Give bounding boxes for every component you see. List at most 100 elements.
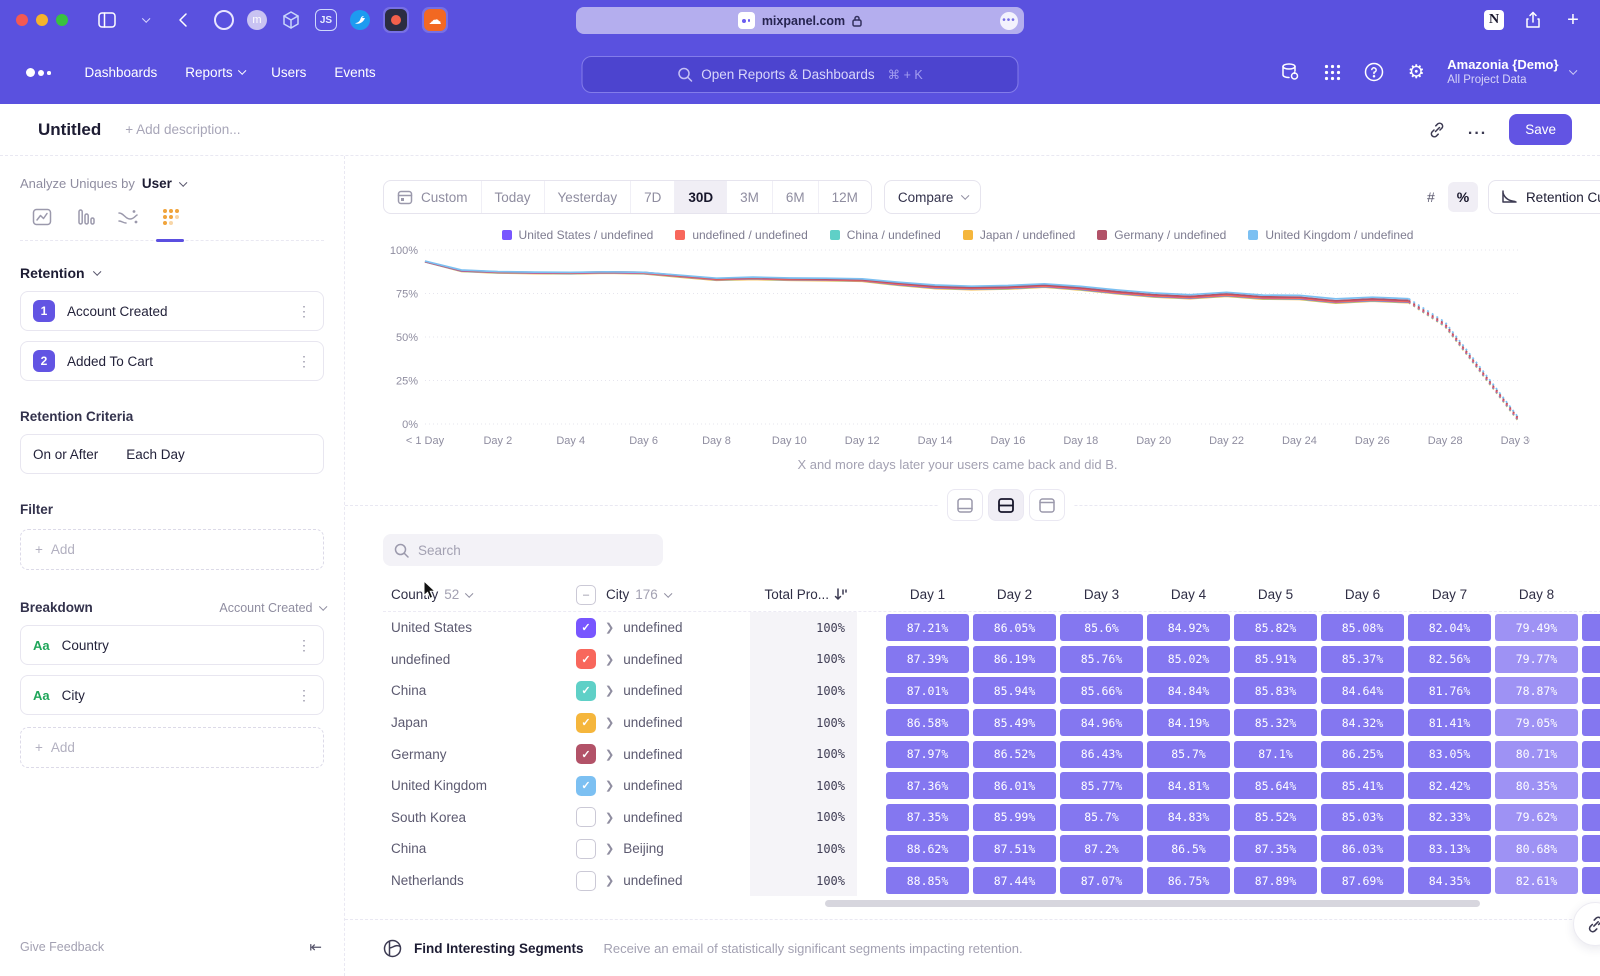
table-row[interactable]: Japan✓❯undefined100%86.58%85.49%84.96%84… (383, 707, 1600, 739)
extension-cube-icon[interactable] (280, 9, 302, 31)
retention-value-cell-clipped[interactable] (1582, 614, 1600, 641)
step-card-added-to-cart[interactable]: 2 Added To Cart ⋮ (20, 341, 324, 381)
retention-value-cell-clipped[interactable] (1582, 741, 1600, 768)
retention-value-cell[interactable]: 85.02% (1147, 646, 1230, 673)
legend-item[interactable]: United Kingdom / undefined (1248, 228, 1413, 242)
compare-button[interactable]: Compare (884, 180, 981, 214)
retention-value-cell[interactable]: 85.83% (1234, 677, 1317, 704)
retention-value-cell[interactable]: 85.6% (1060, 614, 1143, 641)
retention-value-cell[interactable]: 82.33% (1408, 804, 1491, 831)
row-checkbox[interactable] (576, 871, 596, 891)
window-minimize-button[interactable] (36, 14, 48, 26)
expand-row-icon[interactable]: ❯ (605, 811, 614, 824)
retention-value-cell[interactable]: 84.83% (1147, 804, 1230, 831)
retention-chart[interactable]: 100%75%50%25%0%< 1 DayDay 2Day 4Day 6Day… (385, 242, 1530, 450)
select-all-checkbox[interactable]: – (576, 585, 596, 605)
retention-value-cell[interactable]: 84.96% (1060, 709, 1143, 736)
chart-emphasis-toggle[interactable] (947, 489, 983, 521)
retention-value-cell[interactable]: 85.82% (1234, 614, 1317, 641)
copy-link-icon[interactable] (1428, 121, 1446, 139)
collapse-sidebar-icon[interactable]: ⇤ (309, 938, 322, 956)
retention-value-cell[interactable]: 88.62% (886, 835, 969, 862)
add-description[interactable]: + Add description... (125, 122, 240, 137)
criteria-card[interactable]: On or After Each Day (20, 434, 324, 474)
retention-value-cell[interactable]: 87.35% (1234, 835, 1317, 862)
retention-value-cell-clipped[interactable] (1582, 804, 1600, 831)
retention-value-cell[interactable]: 85.08% (1321, 614, 1404, 641)
retention-value-cell[interactable]: 87.1% (1234, 741, 1317, 768)
breakdown-card-country[interactable]: Aa Country ⋮ (20, 625, 324, 665)
retention-value-cell[interactable]: 84.64% (1321, 677, 1404, 704)
retention-value-cell[interactable]: 82.61% (1495, 867, 1578, 894)
retention-value-cell[interactable]: 86.75% (1147, 867, 1230, 894)
retention-value-cell[interactable]: 85.32% (1234, 709, 1317, 736)
retention-value-cell[interactable]: 86.58% (886, 709, 969, 736)
retention-value-cell[interactable]: 87.35% (886, 804, 969, 831)
chevron-down-icon[interactable] (93, 268, 101, 276)
retention-value-cell[interactable]: 80.68% (1495, 835, 1578, 862)
range-yesterday[interactable]: Yesterday (544, 181, 631, 213)
retention-chart-container[interactable]: 100%75%50%25%0%< 1 DayDay 2Day 4Day 6Day… (385, 242, 1530, 455)
nav-dashboards[interactable]: Dashboards (85, 65, 158, 80)
retention-value-cell[interactable]: 88.85% (886, 867, 969, 894)
retention-value-cell[interactable]: 79.62% (1495, 804, 1578, 831)
nav-events[interactable]: Events (334, 65, 375, 80)
expand-row-icon[interactable]: ❯ (605, 653, 614, 666)
day-column-header[interactable]: Day 6 (1319, 587, 1406, 602)
breakdown-menu-button[interactable]: ⋮ (297, 638, 311, 652)
total-column-header[interactable]: Total Pro... (750, 587, 857, 602)
retention-value-cell[interactable]: 85.7% (1147, 741, 1230, 768)
retention-value-cell[interactable]: 87.89% (1234, 867, 1317, 894)
retention-value-cell-clipped[interactable] (1582, 835, 1600, 862)
retention-value-cell[interactable]: 85.77% (1060, 772, 1143, 799)
back-button-icon[interactable] (172, 9, 194, 31)
new-tab-icon[interactable]: + (1562, 9, 1584, 31)
range-7d[interactable]: 7D (630, 181, 674, 213)
more-actions-button[interactable]: ... (1468, 121, 1487, 139)
retention-value-cell[interactable]: 85.76% (1060, 646, 1143, 673)
retention-value-cell[interactable]: 87.36% (886, 772, 969, 799)
notion-extension-icon[interactable]: N (1484, 10, 1504, 30)
expand-row-icon[interactable]: ❯ (605, 842, 614, 855)
retention-value-cell[interactable]: 80.35% (1495, 772, 1578, 799)
table-row[interactable]: Netherlands❯undefined100%88.85%87.44%87.… (383, 865, 1600, 897)
retention-value-cell[interactable]: 87.2% (1060, 835, 1143, 862)
retention-value-cell[interactable]: 87.44% (973, 867, 1056, 894)
retention-value-cell[interactable]: 87.01% (886, 677, 969, 704)
day-column-header[interactable]: Day 8 (1493, 587, 1580, 602)
nav-reports[interactable]: Reports (185, 65, 243, 80)
settings-gear-icon[interactable]: ⚙ (1405, 61, 1427, 83)
row-checkbox[interactable]: ✓ (576, 681, 596, 701)
retention-value-cell[interactable]: 86.01% (973, 772, 1056, 799)
legend-item[interactable]: United States / undefined (502, 228, 654, 242)
retention-value-cell[interactable]: 87.69% (1321, 867, 1404, 894)
row-checkbox[interactable] (576, 839, 596, 859)
tab-overview-chevron-icon[interactable] (134, 9, 156, 31)
retention-value-cell-clipped[interactable] (1582, 646, 1600, 673)
horizontal-scrollbar[interactable] (825, 900, 1480, 907)
row-checkbox[interactable]: ✓ (576, 618, 596, 638)
retention-value-cell[interactable]: 84.92% (1147, 614, 1230, 641)
retention-value-cell[interactable]: 85.52% (1234, 804, 1317, 831)
retention-value-cell[interactable]: 86.52% (973, 741, 1056, 768)
percent-toggle-button[interactable]: % (1448, 182, 1478, 212)
expand-row-icon[interactable]: ❯ (605, 716, 614, 729)
retention-value-cell[interactable]: 85.7% (1060, 804, 1143, 831)
breakdown-card-city[interactable]: Aa City ⋮ (20, 675, 324, 715)
retention-value-cell[interactable]: 85.66% (1060, 677, 1143, 704)
row-checkbox[interactable]: ✓ (576, 649, 596, 669)
address-bar[interactable]: mixpanel.com ••• (576, 7, 1024, 34)
table-row[interactable]: China❯Beijing100%88.62%87.51%87.2%86.5%8… (383, 833, 1600, 865)
row-checkbox[interactable] (576, 807, 596, 827)
project-switcher[interactable]: Amazonia {Demo} All Project Data (1447, 57, 1574, 88)
report-title[interactable]: Untitled (38, 120, 101, 140)
retention-value-cell[interactable]: 84.84% (1147, 677, 1230, 704)
retention-value-cell[interactable]: 84.19% (1147, 709, 1230, 736)
step-card-account-created[interactable]: 1 Account Created ⋮ (20, 291, 324, 331)
retention-value-cell[interactable]: 83.13% (1408, 835, 1491, 862)
range-6m[interactable]: 6M (772, 181, 818, 213)
tab-funnels[interactable] (63, 207, 106, 240)
day-column-header[interactable]: Day 3 (1058, 587, 1145, 602)
legend-item[interactable]: undefined / undefined (675, 228, 807, 242)
retention-value-cell[interactable]: 79.77% (1495, 646, 1578, 673)
